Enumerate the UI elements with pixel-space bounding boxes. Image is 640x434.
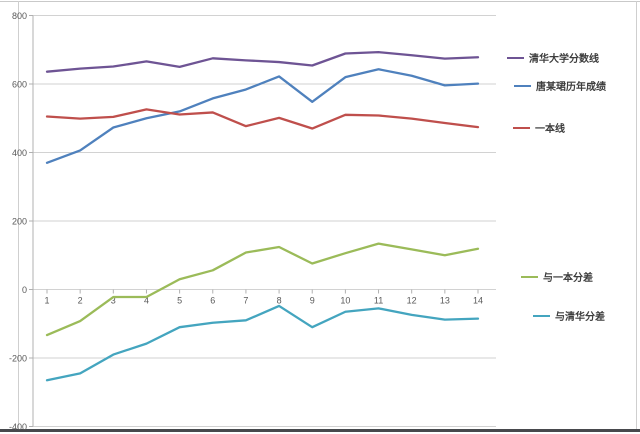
legend-line-sample-icon [513,126,530,129]
y-axis-label: 600 [12,80,27,90]
series-line-2 [45,108,480,130]
legend-line-sample-icon [533,314,550,317]
y-axis-label: 0 [22,285,27,295]
chart-frame-top [0,1,640,2]
x-axis-label: 9 [310,296,315,306]
series-line-0 [45,50,480,73]
y-axis-label: -200 [9,354,27,364]
x-axis-label: 5 [177,296,182,306]
x-axis-label: 8 [277,296,282,306]
x-axis-label: 6 [210,296,215,306]
x-axis-label: 14 [473,296,483,306]
x-axis-label: 4 [144,296,149,306]
legend-label: 唐某珺历年成绩 [536,82,606,93]
legend-line-sample-icon [521,275,538,278]
x-axis-label: 11 [374,296,383,306]
legend-item-diff-vs-tier1: 与一本分差 [521,270,593,284]
chart-frame-bottom [0,429,640,432]
legend-item-tier1-line: 一本线 [513,121,565,135]
series-line-3 [45,242,480,337]
x-axis-label: 3 [111,296,116,306]
y-axis-label: 400 [12,148,27,158]
legend-item-diff-vs-tsinghua: 与清华分差 [533,309,605,323]
legend-item-tsinghua-cutoff: 清华大学分数线 [507,51,599,65]
legend-label: 与清华分差 [555,312,605,323]
legend-label: 一本线 [535,124,565,135]
x-axis-label: 7 [243,296,248,306]
legend-line-sample-icon [507,56,524,59]
legend-line-sample-icon [514,84,531,87]
series-line-4 [45,304,480,382]
x-axis-label: 12 [407,296,417,306]
legend-item-tang-yearly-scores: 唐某珺历年成绩 [514,79,606,93]
series-line-1 [45,68,480,164]
x-axis-label: 1 [44,296,49,306]
chart-frame-right [636,1,637,429]
y-axis-label: 800 [12,11,27,21]
y-axis-label: 200 [12,217,27,227]
x-axis-label: 10 [340,296,350,306]
x-axis-label: 2 [78,296,83,306]
legend-label: 与一本分差 [543,273,593,284]
chart-frame-left [18,1,19,429]
legend-label: 清华大学分数线 [529,54,599,65]
x-axis-label: 13 [440,296,450,306]
y-axis-label: -400 [9,422,27,432]
